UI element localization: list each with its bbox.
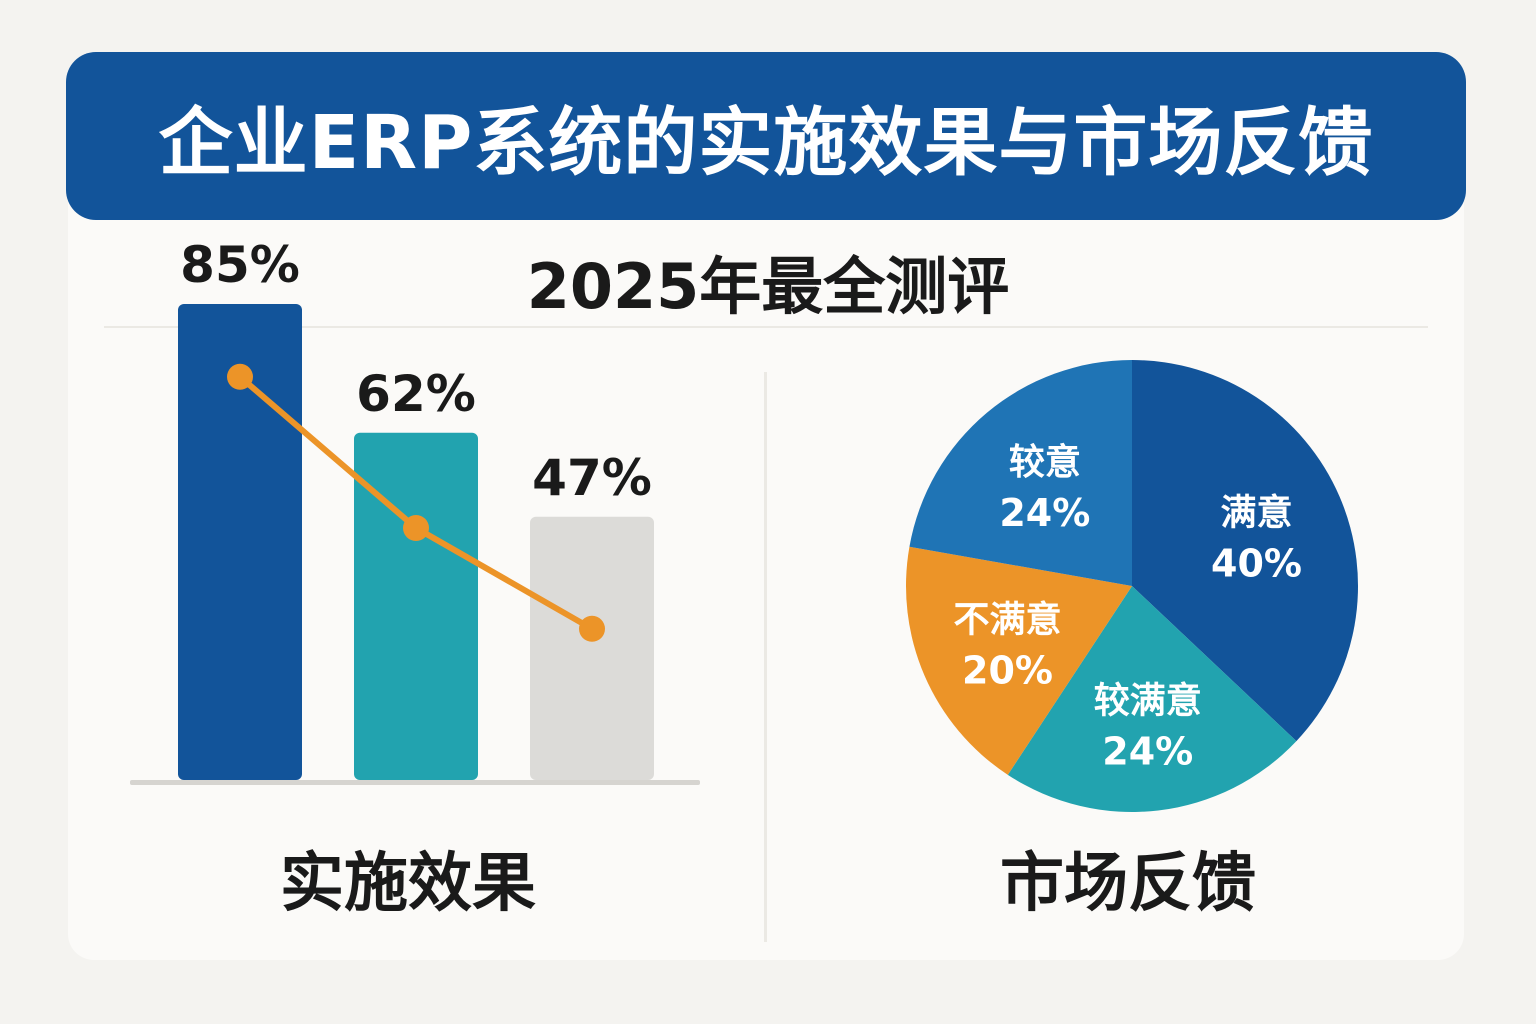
bar-chart-baseline	[130, 780, 700, 785]
pie-slice-value-2: 24%	[1102, 730, 1193, 774]
bar-value-label-2: 62%	[356, 365, 476, 423]
divider-vertical	[764, 372, 767, 942]
pie-chart-title: 市场反馈	[1000, 847, 1256, 921]
page-title: 企业ERP系统的实施效果与市场反馈	[158, 99, 1374, 186]
trend-point-2	[403, 515, 429, 541]
pie-slice-name-3: 不满意	[953, 600, 1061, 641]
pie-slice-3	[906, 546, 1132, 775]
pie-slice-name-1: 满意	[1221, 492, 1293, 533]
bar-3	[530, 516, 654, 780]
pie-chart: 满意 40% 较满意 24% 不满意 20% 较意 24%	[906, 360, 1359, 812]
divider-horizontal	[104, 326, 1428, 328]
bar-chart-title: 实施效果	[280, 847, 536, 921]
pie-slice-name-4: 较意	[1009, 442, 1081, 483]
pie-slice-4	[909, 360, 1132, 586]
pie-slice-2	[1007, 586, 1297, 812]
pie-slice-value-4: 24%	[999, 491, 1090, 535]
pie-slice-value-3: 20%	[962, 649, 1053, 693]
title-banner: 企业ERP系统的实施效果与市场反馈	[66, 52, 1466, 220]
bar-chart: 85% 62% 47%	[130, 236, 700, 785]
bar-value-label-1: 85%	[180, 236, 300, 294]
bar-2	[354, 432, 478, 780]
trend-point-3	[579, 615, 605, 642]
pie-slice-1	[1132, 360, 1359, 742]
bar-value-label-3: 47%	[532, 449, 652, 507]
page-subtitle: 2025年最全测评	[526, 250, 1010, 323]
trend-point-1	[227, 363, 253, 390]
bar-1	[178, 304, 302, 780]
pie-slice-name-2: 较满意	[1094, 681, 1202, 722]
pie-slice-value-1: 40%	[1211, 541, 1302, 585]
